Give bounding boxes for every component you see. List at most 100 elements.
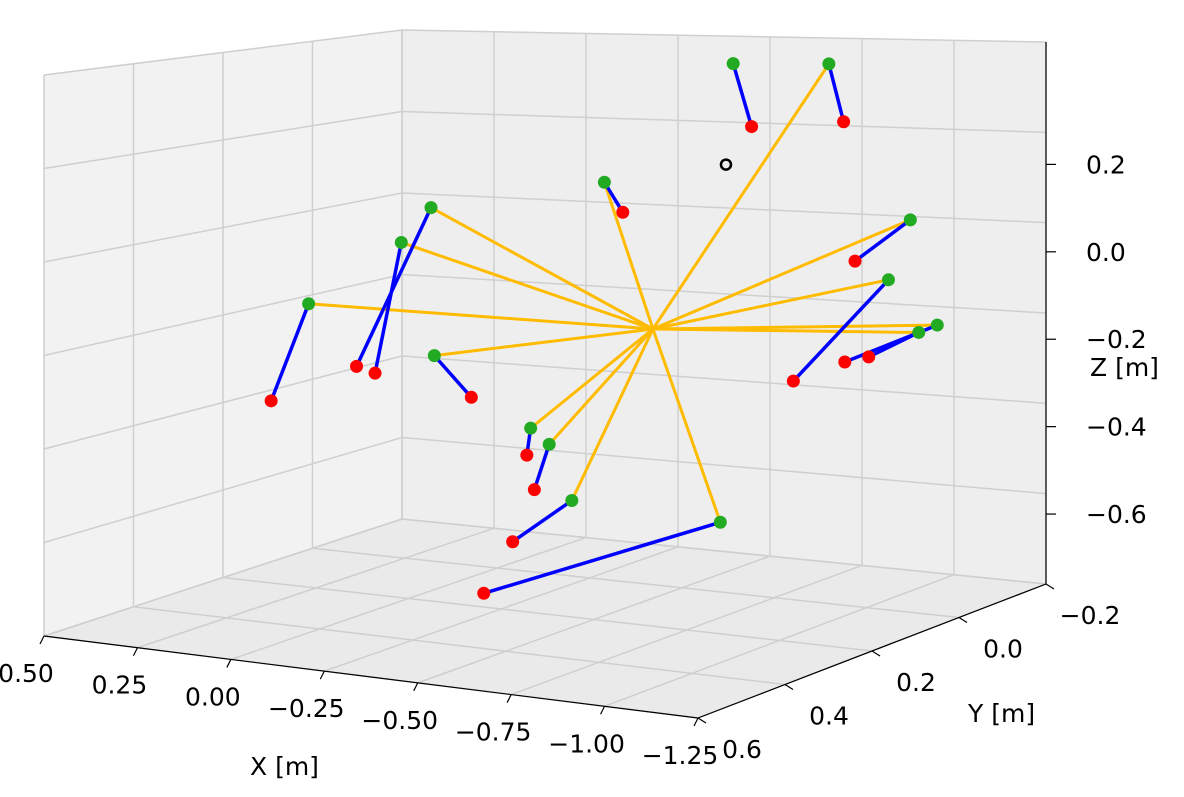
x-tick-label: 0.25 [92,671,148,700]
y-tick-label: 0.6 [722,735,762,764]
wall-grid-line [43,355,403,450]
error-line [532,443,551,491]
estimated-point [542,437,556,451]
measured-point [527,483,541,497]
ray-line [548,328,655,446]
measured-point [368,366,382,380]
error-line [792,278,890,383]
x-tick-label: 0.50 [0,659,54,688]
y-tick-label: 0.0 [983,635,1023,664]
measured-point [264,394,278,408]
z-tick-label: 0.0 [1086,238,1126,267]
measured-point [477,586,491,600]
x-tick-mark [413,682,419,692]
measured-point [745,120,759,134]
ray-line [651,63,831,330]
error-line [853,218,912,263]
error-line [373,242,404,374]
estimated-point [726,57,740,71]
y-tick-label: −0.2 [1060,601,1121,630]
floor-grid-line [222,576,873,652]
z-tick-label: 0.2 [1086,150,1126,179]
ray-line [570,328,655,502]
back-wall-pane [402,30,1046,584]
z-tick-label: −0.6 [1086,500,1147,529]
wall-grid-line [43,110,403,170]
x-axis-label: X [m] [250,752,319,781]
x-axis-line [43,635,699,719]
measured-point [838,355,852,369]
x-tick-label: −1.25 [642,741,719,770]
ray-line [651,328,722,523]
y-tick-mark [784,683,794,691]
error-line [483,520,721,595]
x-tick-mark [600,706,606,715]
y-tick-mark [958,616,968,624]
floor-grid-line [133,606,786,686]
x-tick-label: −0.75 [455,718,532,747]
ray-line [434,327,654,358]
ray-line [652,218,911,331]
ray-line [602,181,655,330]
measured-point [506,535,520,549]
wall-grid-line [43,192,403,263]
wall-grid-line [43,518,403,637]
measured-point [520,448,534,462]
error-line [731,63,754,128]
ray-line [308,302,654,331]
z-axis-label: Z [m] [1090,353,1159,382]
measured-point [350,359,364,373]
estimated-point [394,235,408,249]
measured-point [786,374,800,388]
measured-point [862,350,876,364]
wall-grid-line [401,518,1047,585]
x-tick-label: −0.25 [268,694,345,723]
estimated-point [524,421,538,435]
wall-grid-line [43,29,403,76]
x-tick-mark [226,659,232,668]
error-line [827,63,846,123]
ray-line [529,327,654,430]
source-marker [719,158,733,171]
estimated-point [881,273,895,287]
x-tick-label: −1.00 [548,729,625,758]
x-tick-mark [132,647,138,656]
error-line [867,330,920,359]
y-axis-label: Y [m] [967,699,1035,728]
estimated-point [912,325,926,339]
measured-point [464,390,478,404]
ray-line [430,206,654,331]
ray-line [652,327,919,334]
ray-line [400,241,654,331]
y-tick-mark [1045,583,1055,590]
z-tick-label: −0.4 [1086,413,1147,442]
error-line [511,499,573,544]
estimated-point [903,213,917,227]
estimated-point [424,201,438,215]
floor-grid-line [312,547,960,619]
data-points [264,57,944,600]
x-tick-label: 0.00 [185,682,241,711]
ray-line [652,278,889,331]
estimated-point [930,318,944,332]
y-tick-label: 0.4 [809,702,849,731]
x-tick-mark [693,717,699,727]
estimated-point [713,515,727,529]
wall-grid-line [401,436,1047,495]
x-tick-mark [506,694,512,703]
wall-grid-line [43,273,403,357]
error-line [269,303,311,402]
measured-point [848,254,862,268]
wall-grid-line [401,29,1047,43]
x-tick-mark [319,670,325,680]
axes-panes [44,30,1046,718]
z-tick-label: −0.2 [1086,325,1147,354]
estimated-point [597,175,611,189]
floor-pane [44,519,1046,718]
wall-grid-line [401,110,1047,134]
estimated-point [822,57,836,71]
y-tick-mark [871,650,881,657]
measured-point [837,115,851,129]
wall-grid-line [401,192,1047,224]
